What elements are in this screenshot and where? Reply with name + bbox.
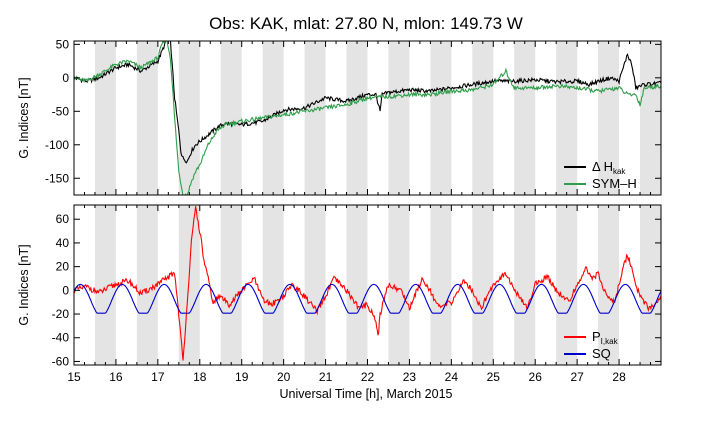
shade-band — [430, 41, 452, 195]
y-tick-label: -40 — [52, 331, 70, 345]
shade-band — [388, 41, 410, 195]
top-shading — [94, 41, 661, 195]
series-line-0 — [74, 206, 661, 361]
shade-band — [388, 205, 410, 365]
shade-band — [514, 205, 536, 365]
x-tick-label: 20 — [277, 370, 291, 384]
top-series — [74, 41, 661, 195]
bottom-y-axis-label: G. Indices [nT] — [17, 244, 31, 325]
y-tick-label: -100 — [45, 138, 69, 152]
shade-band — [472, 41, 494, 195]
y-tick-label: -50 — [52, 104, 70, 118]
shade-band — [136, 41, 158, 195]
y-tick-label: 50 — [56, 37, 70, 51]
series-line-0 — [74, 41, 661, 164]
x-tick-label: 18 — [193, 370, 207, 384]
bottom-axes: 60 40 20 0 -20 -40 -60 15 16 17 18 19 20 21 22 23 24 25 26… — [52, 205, 662, 384]
shade-band — [178, 41, 200, 195]
y-tick-label: 40 — [56, 236, 70, 250]
shade-band — [346, 41, 368, 195]
x-tick-label: 23 — [403, 370, 417, 384]
shade-band — [262, 41, 284, 195]
y-tick-label: 0 — [62, 283, 69, 297]
y-tick-label: 20 — [56, 260, 70, 274]
shade-band — [556, 205, 578, 365]
legend-label: SQ — [592, 346, 611, 361]
top-axes: 50 0 -50 -100 -150 — [45, 37, 662, 195]
shade-band — [178, 205, 200, 365]
y-tick-label: -60 — [52, 354, 70, 368]
shade-band — [94, 41, 116, 195]
shade-band — [640, 41, 661, 195]
x-tick-label: 25 — [487, 370, 501, 384]
legend-label: Δ Hkak — [592, 159, 626, 176]
series-line-1 — [74, 283, 661, 314]
shade-band — [556, 41, 578, 195]
legend-label: PI,kak — [592, 329, 619, 346]
shade-band — [136, 205, 158, 365]
legend-label: SYM–H — [592, 176, 637, 191]
x-tick-label: 24 — [445, 370, 459, 384]
x-tick-label: 19 — [235, 370, 249, 384]
chart-title: Obs: KAK, mlat: 27.80 N, mlon: 149.73 W — [209, 14, 523, 33]
shade-band — [514, 41, 536, 195]
shade-band — [346, 205, 368, 365]
shade-band — [304, 41, 326, 195]
top-y-axis-label: G. Indices [nT] — [17, 77, 31, 158]
shade-band — [262, 205, 284, 365]
panel-top: 50 0 -50 -100 -150 G. Indices [nT] Δ HkakSYM… — [17, 37, 662, 196]
shade-band — [472, 205, 494, 365]
y-tick-label: -20 — [52, 307, 70, 321]
shade-band — [304, 205, 326, 365]
y-tick-label: 60 — [56, 212, 70, 226]
y-tick-label: -150 — [45, 171, 69, 185]
y-tick-label: 0 — [62, 71, 69, 85]
shade-band — [220, 205, 242, 365]
shade-band — [94, 205, 116, 365]
x-axis-label: Universal Time [h], March 2015 — [280, 387, 453, 401]
x-tick-label: 15 — [67, 370, 81, 384]
x-tick-label: 28 — [612, 370, 626, 384]
x-tick-label: 21 — [319, 370, 333, 384]
x-tick-label: 27 — [570, 370, 584, 384]
x-tick-label: 26 — [529, 370, 543, 384]
shade-band — [220, 41, 242, 195]
x-tick-label: 22 — [361, 370, 375, 384]
bottom-shading — [94, 205, 661, 365]
x-tick-label: 16 — [109, 370, 123, 384]
shade-band — [430, 205, 452, 365]
series-line-1 — [74, 41, 661, 195]
x-tick-label: 17 — [151, 370, 165, 384]
shade-band — [598, 205, 620, 365]
bottom-series — [74, 206, 661, 361]
shade-band — [640, 205, 661, 365]
panel-bottom: 60 40 20 0 -20 -40 -60 15 16 17 18 19 20 21 22 23 24 25 26… — [17, 204, 662, 384]
